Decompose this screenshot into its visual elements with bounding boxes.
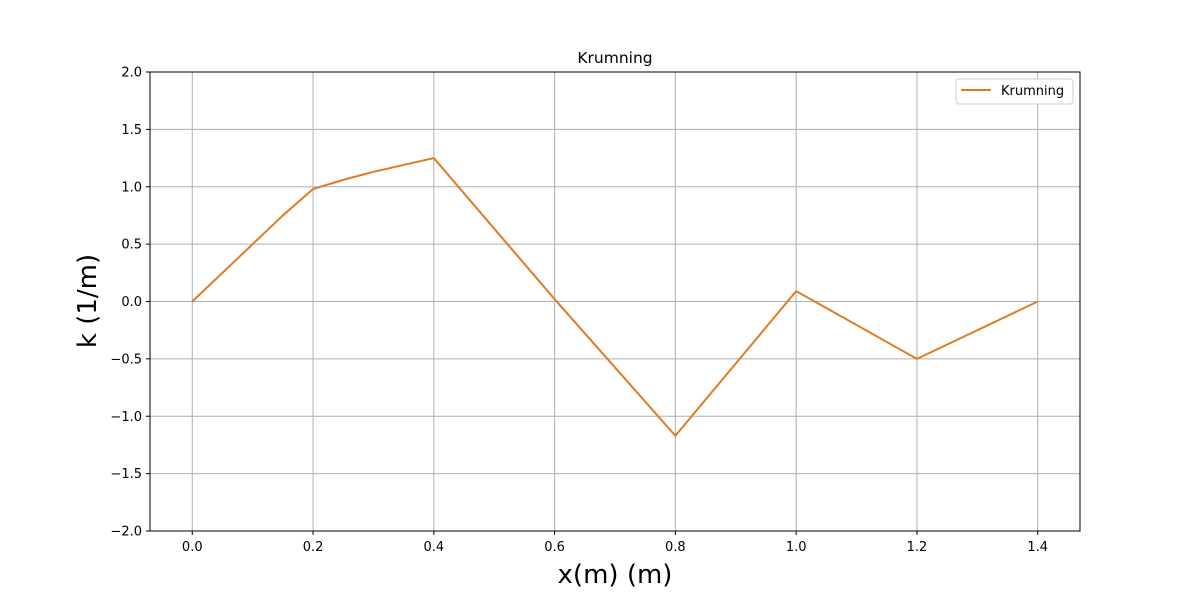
x-tick-label: 1.0: [786, 540, 807, 555]
x-axis-label: x(m) (m): [558, 560, 673, 590]
y-axis-label: k (1/m): [73, 254, 103, 348]
legend-label: Krumning: [1001, 84, 1064, 99]
legend-box: [955, 78, 1074, 105]
x-tick-label: 0.0: [182, 540, 203, 555]
series-layer: [191, 157, 1039, 437]
y-tick-label: −2.0: [110, 525, 142, 540]
x-tick-label: 1.2: [907, 540, 928, 555]
y-tick-label: 0.5: [121, 238, 142, 253]
x-tick-label: 0.8: [665, 540, 686, 555]
y-tick-label: 0.0: [121, 295, 142, 310]
y-axis: −2.0 −1.5 −1.0 −0.5 0.0 0.5 1.0 1.5 2.0: [110, 66, 150, 540]
x-axis: 0.0 0.2 0.4 0.6 0.8 1.0 1.2 1.4: [182, 531, 1048, 555]
series-line-0: [191, 157, 1039, 437]
x-tick-label: 1.4: [1027, 540, 1048, 555]
y-tick-label: 2.0: [121, 66, 142, 81]
chart-title: Krumning: [577, 49, 652, 67]
legend: Krumning: [955, 78, 1074, 105]
y-tick-label: 1.5: [121, 123, 142, 138]
x-tick-label: 0.4: [423, 540, 444, 555]
y-tick-label: −0.5: [110, 352, 142, 367]
y-tick-label: −1.5: [110, 467, 142, 482]
x-tick-label: 0.6: [544, 540, 565, 555]
y-tick-label: 1.0: [121, 180, 142, 195]
grid-layer: [150, 71, 1080, 532]
y-tick-label: −1.0: [110, 410, 142, 425]
x-tick-label: 0.2: [303, 540, 324, 555]
